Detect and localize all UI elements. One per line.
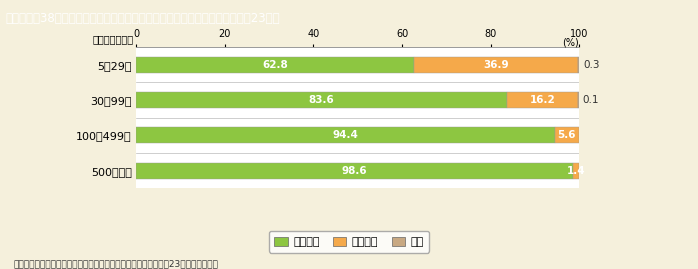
Text: 第１－特－38図　事業所規模別介護休暇制度規定の有無：事業所単位（平成23年）: 第１－特－38図 事業所規模別介護休暇制度規定の有無：事業所単位（平成23年） <box>6 12 280 25</box>
Bar <box>136 128 554 143</box>
Bar <box>554 128 579 143</box>
Text: 94.4: 94.4 <box>332 130 358 140</box>
Bar <box>136 57 415 73</box>
Text: 83.6: 83.6 <box>309 95 334 105</box>
Text: 0.3: 0.3 <box>583 60 600 70</box>
Text: 98.6: 98.6 <box>342 166 367 176</box>
Bar <box>578 57 579 73</box>
Bar <box>573 163 579 179</box>
Bar <box>136 92 507 108</box>
Bar <box>415 57 578 73</box>
Text: 62.8: 62.8 <box>262 60 288 70</box>
Bar <box>507 92 579 108</box>
Text: （事業所規模）: （事業所規模） <box>93 34 134 44</box>
Text: 5.6: 5.6 <box>558 130 576 140</box>
Text: 36.9: 36.9 <box>484 60 509 70</box>
Bar <box>136 163 573 179</box>
Text: （備考）厚生労働省「雇用均等基本調査（事業所調査）」（平成23年）より作成。: （備考）厚生労働省「雇用均等基本調査（事業所調査）」（平成23年）より作成。 <box>14 260 219 268</box>
Text: 0.1: 0.1 <box>582 95 599 105</box>
Legend: 規定あり, 規定なし, 不明: 規定あり, 規定なし, 不明 <box>269 231 429 253</box>
Text: 1.4: 1.4 <box>567 166 586 176</box>
Text: 16.2: 16.2 <box>530 95 556 105</box>
Text: (%): (%) <box>563 37 579 47</box>
